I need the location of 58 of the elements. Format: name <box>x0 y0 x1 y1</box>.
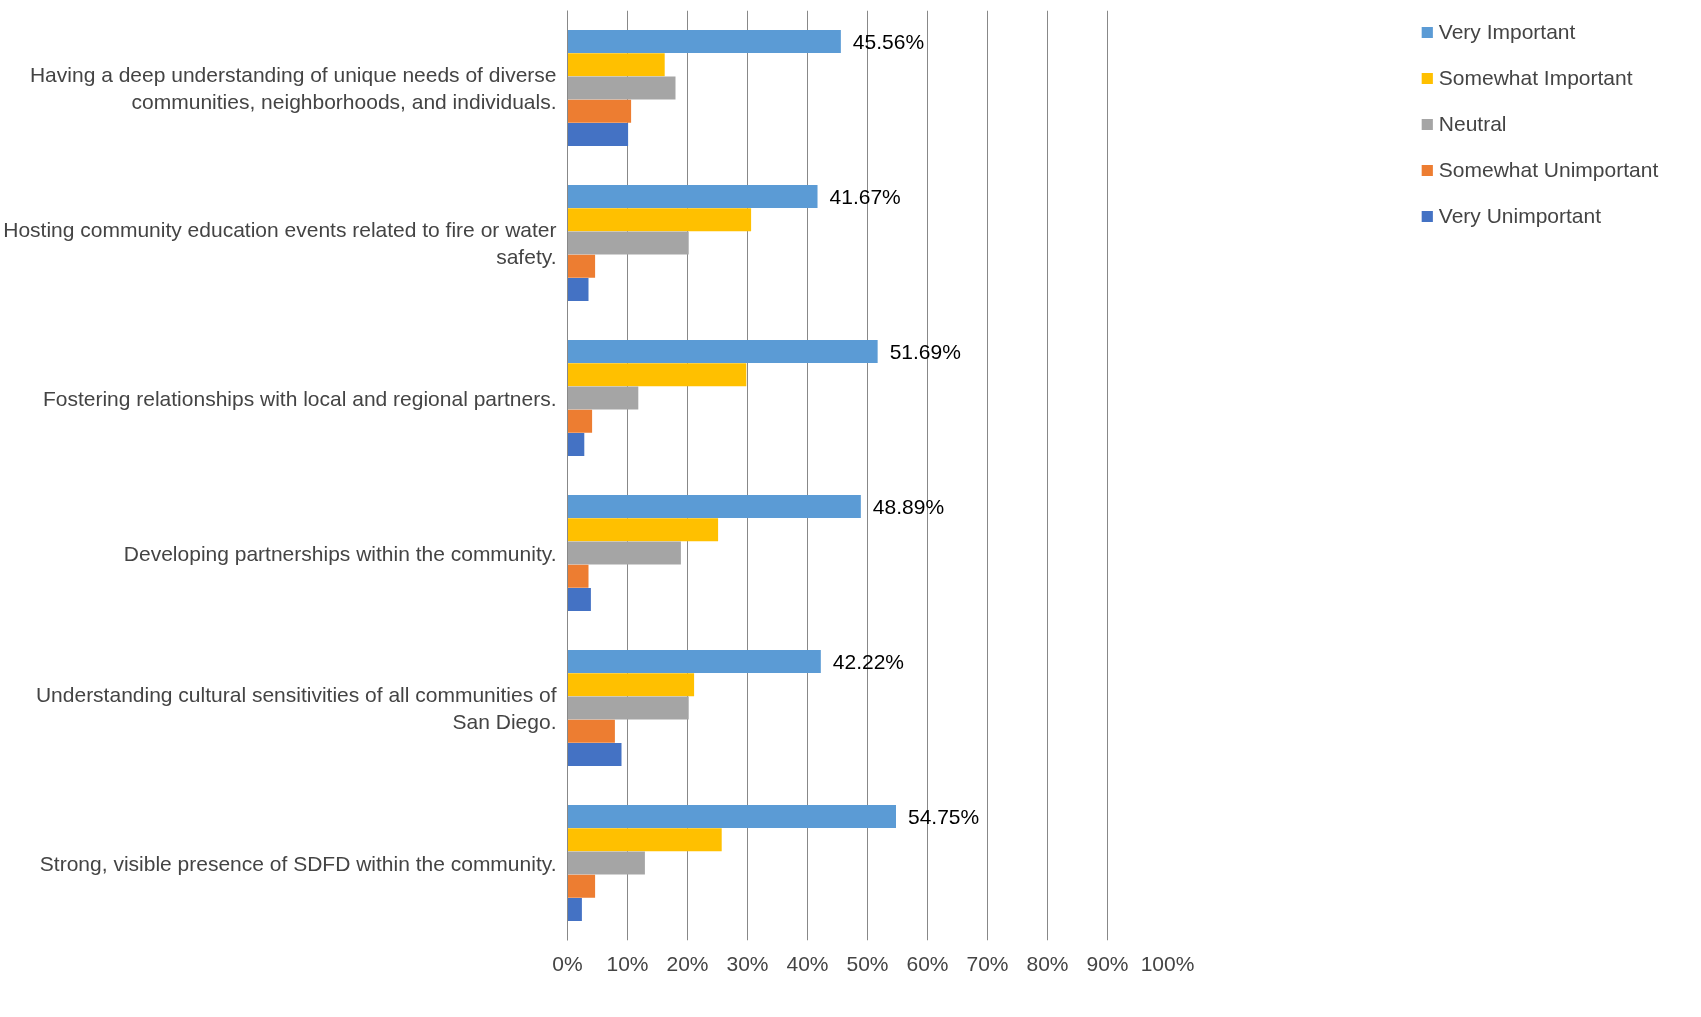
x-tick-label: 60% <box>906 951 949 975</box>
legend-label: Neutral <box>1438 112 1507 136</box>
x-tick-label: 0% <box>552 951 583 975</box>
bar <box>567 805 896 828</box>
legend-label: Very Unimportant <box>1438 204 1602 228</box>
bar <box>567 696 689 720</box>
bar <box>567 541 681 565</box>
bar <box>567 340 878 363</box>
data-label: 51.69% <box>889 340 961 363</box>
data-label: 45.56% <box>852 30 925 53</box>
bar <box>567 433 585 456</box>
bar <box>567 30 841 53</box>
x-tick-label: 40% <box>786 951 829 975</box>
bar <box>567 588 591 611</box>
x-tick-label: 70% <box>966 951 1009 975</box>
bar <box>567 123 629 146</box>
bar <box>567 278 589 301</box>
bar <box>567 53 665 77</box>
bar <box>567 99 632 123</box>
bar <box>567 564 589 588</box>
y-tick-label: Fostering relationships with local and regional partners. <box>42 386 557 410</box>
bar <box>567 518 719 542</box>
data-label: 48.89% <box>872 495 945 518</box>
x-tick-label: 20% <box>666 951 709 975</box>
data-label: 42.22% <box>832 650 905 673</box>
bar <box>567 495 861 518</box>
data-label: 41.67% <box>829 185 901 208</box>
x-tick-label: 30% <box>726 951 769 975</box>
bar <box>567 650 821 673</box>
legend-label: Somewhat Unimportant <box>1438 158 1659 182</box>
bar <box>567 898 582 921</box>
bar <box>567 851 645 875</box>
x-tick-label: 50% <box>846 951 889 975</box>
bar <box>567 185 818 208</box>
legend-label: Very Important <box>1438 20 1576 44</box>
y-tick-label: Hosting community education events related to fire or water safety. <box>3 217 557 269</box>
bar <box>567 363 747 387</box>
x-tick-label: 90% <box>1086 951 1129 975</box>
x-tick-label: 80% <box>1026 951 1069 975</box>
bar <box>567 743 622 766</box>
bar <box>567 231 689 255</box>
bar <box>567 254 596 278</box>
y-tick-label: Developing partnerships within the community. <box>123 541 557 565</box>
bar <box>567 76 676 100</box>
bar <box>567 409 593 433</box>
bar <box>567 719 615 743</box>
bar <box>567 673 695 697</box>
x-tick-label: 10% <box>606 951 649 975</box>
y-tick-label: Understanding cultural sensitivities of all communities of San Diego. <box>35 682 557 734</box>
bar <box>567 386 639 410</box>
y-tick-label: Having a deep understanding of unique needs of diverse communities, neighborhoods, and individuals. <box>29 62 557 114</box>
legend-label: Somewhat Important <box>1438 66 1633 90</box>
bar <box>567 874 596 898</box>
data-label: 54.75% <box>908 805 980 828</box>
x-tick-label: 100% <box>1140 951 1195 975</box>
bar <box>567 208 752 232</box>
bar <box>567 828 722 852</box>
y-tick-label: Strong, visible presence of SDFD within the community. <box>39 851 557 875</box>
